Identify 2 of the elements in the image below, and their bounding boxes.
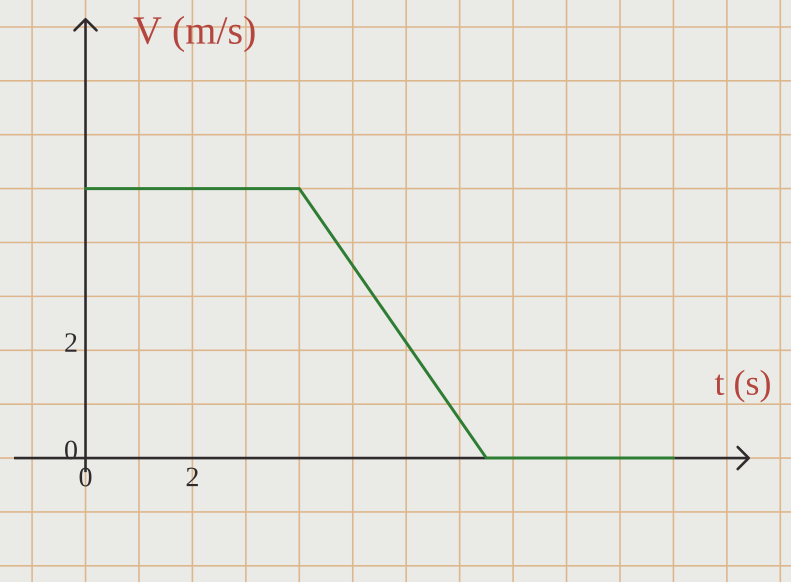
x-axis-title: t (s) <box>714 370 770 402</box>
y-axis-title: V (m/s) <box>134 16 255 52</box>
